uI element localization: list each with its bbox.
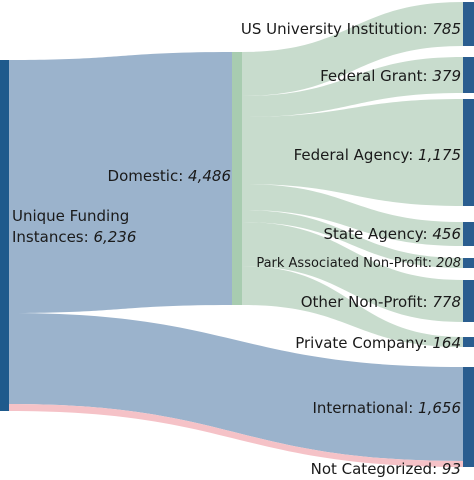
flow-domestic-to-other-non-profit (242, 222, 463, 322)
flow-domestic-to-park-associated (242, 210, 463, 268)
private-company-label: Private Company: 164 (295, 334, 461, 352)
source-value: 6,236 (93, 228, 136, 246)
not-categorized-node (463, 461, 474, 467)
domestic-value: 4,486 (188, 167, 231, 185)
private-company-node (463, 337, 474, 347)
state-agency-label: State Agency: 456 (324, 225, 462, 243)
park-associated-label: Park Associated Non-Profit: 208 (256, 256, 461, 271)
international-node (463, 367, 474, 461)
federal-agency-node (463, 99, 474, 206)
flow-domestic-to-private-company (242, 266, 463, 347)
domestic-node (232, 52, 242, 305)
flow-domestic-to-us-university (242, 2, 463, 96)
source-label-line1: Unique Funding (12, 207, 129, 225)
flow-source-to-domestic (9, 52, 232, 313)
us-university-node (463, 2, 474, 46)
domestic-label: Domestic: 4,486 (108, 167, 231, 185)
park-associated-node (463, 258, 474, 268)
federal-grant-node (463, 57, 474, 93)
state-agency-node (463, 222, 474, 246)
flow-source-to-international (9, 313, 463, 461)
federal-agency-label: Federal Agency: 1,175 (294, 146, 461, 164)
flow-domestic-to-federal-agency (242, 99, 463, 206)
not-categorized-label: Not Categorized: 93 (311, 460, 461, 478)
other-non-profit-label: Other Non-Profit: 778 (301, 293, 461, 311)
international-label: International: 1,656 (312, 399, 461, 417)
federal-grant-label: Federal Grant: 379 (320, 67, 461, 85)
flow-layer (9, 2, 463, 467)
us-university-label: US University Institution: 785 (241, 20, 461, 38)
label-layer: Unique Funding Instances: 6,236 Domestic… (12, 20, 461, 478)
node-layer (0, 2, 474, 467)
source-label-prefix: Instances: (12, 228, 93, 246)
other-non-profit-node (463, 280, 474, 322)
flow-domestic-to-federal-grant (242, 57, 463, 117)
source-label: Unique Funding (12, 207, 129, 225)
source-node (0, 60, 9, 411)
flow-domestic-to-state-agency (242, 184, 463, 246)
flow-source-to-not-categorized (9, 404, 463, 467)
source-label-2: Instances: 6,236 (12, 228, 136, 246)
domestic-label-prefix: Domestic: (108, 167, 189, 185)
